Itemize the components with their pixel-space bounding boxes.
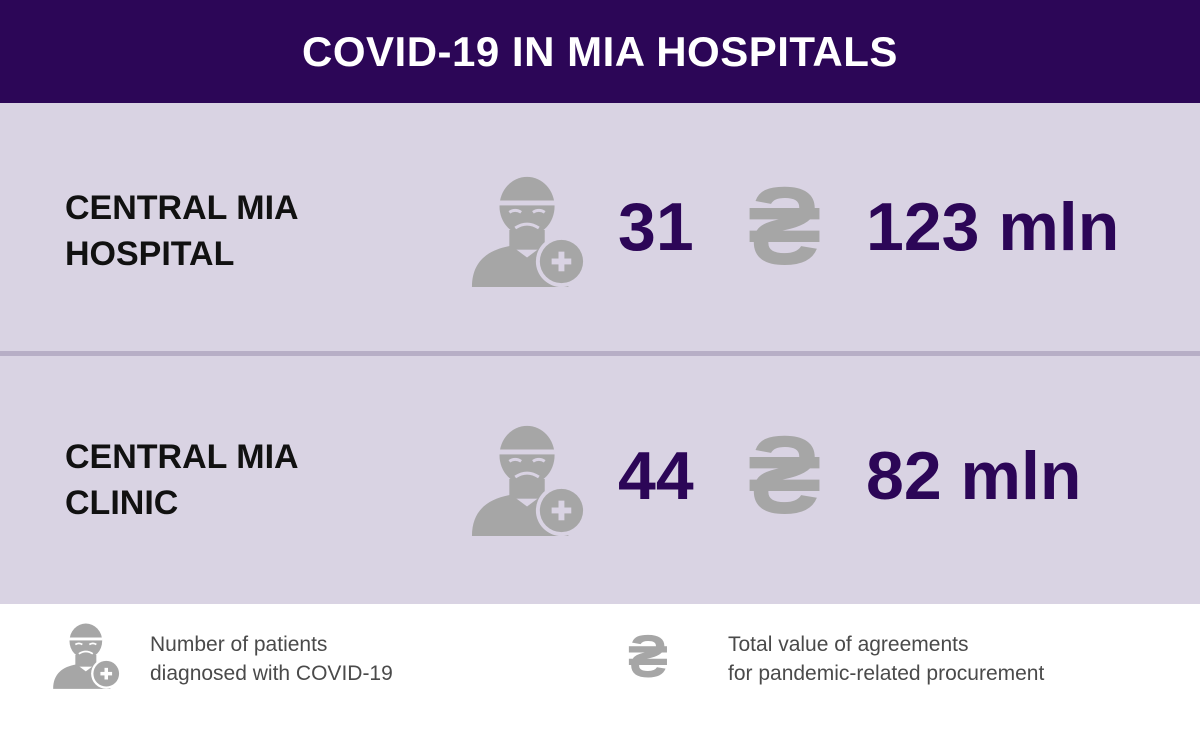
legend-patients-line2: diagnosed with COVID-19 — [150, 662, 393, 685]
hospital-row: CENTRAL MIA HOSPITAL 31 ₴ 123 mln — [0, 103, 1200, 353]
legend-patients-line1: Number of patients — [150, 633, 328, 656]
hospital-name-line1: CENTRAL MIA — [65, 438, 299, 476]
patient-icon — [471, 425, 588, 537]
hryvnia-icon: ₴ — [748, 165, 822, 288]
legend-patients-text: Number of patients diagnosed with COVID-… — [150, 630, 530, 688]
patient-count: 31 — [618, 189, 694, 265]
hryvnia-icon: ₴ — [748, 414, 822, 537]
legend-patient-icon — [53, 623, 122, 689]
header-banner: COVID-19 IN MIA HOSPITALS — [0, 0, 1200, 103]
legend-hryvnia-icon: ₴ — [628, 623, 669, 690]
procurement-amount: 82 mln — [866, 438, 1082, 514]
legend-amount-line2: for pandemic-related procurement — [728, 662, 1045, 685]
procurement-amount: 123 mln — [866, 189, 1120, 265]
hospital-row: CENTRAL MIA CLINIC 44 ₴ 82 mln — [0, 356, 1200, 604]
page-title: COVID-19 IN MIA HOSPITALS — [302, 27, 898, 75]
legend-amount-text: Total value of agreements for pandemic-r… — [728, 630, 1168, 688]
patient-icon — [471, 176, 588, 288]
row-divider — [0, 351, 1200, 356]
hospital-name-line1: CENTRAL MIA — [65, 189, 299, 227]
hospital-name: CENTRAL MIA CLINIC — [65, 434, 365, 526]
patient-count: 44 — [618, 438, 694, 514]
hospital-name: CENTRAL MIA HOSPITAL — [65, 185, 365, 277]
hospital-name-line2: CLINIC — [65, 484, 179, 522]
legend-amount-line1: Total value of agreements — [728, 633, 969, 656]
hospital-name-line2: HOSPITAL — [65, 235, 235, 273]
